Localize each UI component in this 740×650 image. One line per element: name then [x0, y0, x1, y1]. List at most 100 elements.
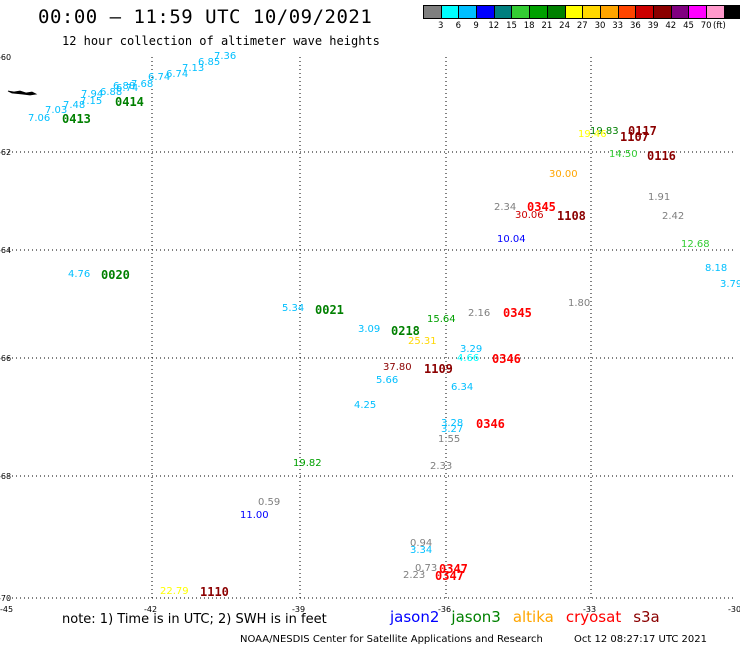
swh-value-label: 5.34: [282, 303, 304, 314]
swh-value-label: 3.28: [441, 418, 463, 429]
swh-value-label: 12.68: [681, 239, 710, 250]
legend-tick-label: 27: [576, 21, 588, 31]
swh-value-label: 4.25: [354, 400, 376, 411]
legend-tick-label: 39: [647, 21, 659, 31]
swh-value-label: 30.00: [549, 169, 578, 180]
swh-value-label: 6.74: [166, 69, 188, 80]
swh-value-label: 14.50: [609, 149, 638, 160]
lon-axis-label: -42: [144, 605, 157, 614]
swh-value-label: 19.83: [590, 126, 619, 137]
legend-tick-label: 42: [665, 21, 677, 31]
footer: NOAA/NESDIS Center for Satellite Applica…: [240, 634, 707, 645]
pass-time-label: 0020: [101, 268, 130, 282]
legend-tick-label: 33: [612, 21, 624, 31]
swh-value-label: 2.16: [468, 308, 490, 319]
swh-value-label: 6.74: [116, 83, 138, 94]
legend-swatch: [723, 5, 740, 19]
pass-time-label: 0116: [647, 149, 676, 163]
legend-swatch: [582, 5, 600, 19]
coastline-fragment: [7, 90, 38, 96]
legend-swatch: [440, 5, 459, 19]
lat-axis-label: -70: [0, 594, 11, 603]
lat-axis-label: -62: [0, 148, 11, 157]
legend-swatch: [476, 5, 494, 19]
swh-value-label: 2.33: [430, 461, 452, 472]
legend-swatch: [706, 5, 724, 19]
legend-swatch: [458, 5, 477, 19]
legend-swatch: [635, 5, 653, 19]
swh-value-label: 6.34: [451, 382, 473, 393]
pass-time-label: 1107: [620, 130, 649, 144]
pass-time-label: 0117: [628, 124, 657, 138]
swh-value-label: 1.91: [648, 192, 670, 203]
swh-value-label: 0.94: [410, 538, 432, 549]
swh-value-label: 15.64: [427, 314, 456, 325]
legend-tick-label: 15: [506, 21, 517, 31]
swh-value-label: 7.36: [214, 51, 236, 62]
lon-axis-label: -30: [728, 605, 740, 614]
legend-swatch: [493, 5, 512, 19]
units-note: note: 1) Time is in UTC; 2) SWH is in fe…: [62, 612, 327, 627]
legend-swatch: [529, 5, 547, 19]
lon-axis-label: -45: [0, 605, 13, 614]
satellite-s3a: s3a: [633, 608, 660, 626]
swh-value-label: 7.48: [63, 100, 85, 111]
lat-axis-label: -66: [0, 354, 11, 363]
pass-time-label: 0413: [62, 112, 91, 126]
legend-unit: (ft): [713, 21, 726, 31]
swh-value-label: 11.00: [240, 510, 269, 521]
color-legend: (ft) 3 6 9 12 15 18 21 24 27 30 33 36 39 42 45 70: [423, 5, 740, 31]
pass-time-label: 0346: [476, 417, 505, 431]
pass-time-label: 0345: [503, 306, 532, 320]
legend-tick-label: 45: [683, 21, 694, 31]
legend-swatch: [546, 5, 565, 19]
swh-value-label: 25.31: [408, 336, 437, 347]
swh-value-label: 0.59: [258, 497, 280, 508]
swh-value-label: 6.88: [113, 81, 135, 92]
lon-axis-label: -36: [438, 605, 451, 614]
satellite-jason2: jason2: [390, 608, 440, 626]
swh-value-label: 30.06: [515, 210, 544, 221]
swh-value-label: 3.09: [358, 324, 380, 335]
page-subtitle: 12 hour collection of altimeter wave hei…: [62, 34, 380, 48]
swh-value-label: 7.94: [81, 89, 103, 100]
legend-tick-label: 18: [523, 21, 535, 31]
pass-time-label: 0347: [439, 562, 468, 576]
swh-value-label: 0.73: [415, 563, 437, 574]
legend-tick-label: 3: [437, 21, 444, 31]
legend-tick-label: 6: [455, 21, 462, 31]
legend-swatch: [564, 5, 583, 19]
legend-swatches: [423, 5, 740, 19]
credit-text: NOAA/NESDIS Center for Satellite Applica…: [240, 634, 543, 645]
pass-time-label: 0345: [527, 200, 556, 214]
legend-tick-label: 30: [594, 21, 606, 31]
swh-value-label: 4.76: [68, 269, 90, 280]
legend-tick-label: 9: [473, 21, 479, 31]
generated-timestamp: Oct 12 08:27:17 UTC 2021: [574, 634, 707, 645]
swh-value-label: 2.23: [403, 570, 425, 581]
lon-axis-label: -39: [292, 605, 305, 614]
swh-value-label: 7.06: [28, 113, 50, 124]
swh-value-label: 3.27: [441, 424, 463, 435]
swh-value-label: 4.66: [457, 353, 479, 364]
swh-value-label: 1.55: [438, 434, 460, 445]
swh-value-label: 6.74: [148, 72, 170, 83]
pass-time-label: 0414: [115, 95, 144, 109]
swh-value-label: 2.42: [662, 211, 684, 222]
swh-value-label: 6.85: [198, 57, 220, 68]
satellite-altika: altika: [512, 608, 554, 626]
page-title: 00:00 – 11:59 UTC 10/09/2021: [38, 6, 373, 28]
legend-swatch: [670, 5, 689, 19]
legend-tick-label: 21: [541, 21, 553, 31]
swh-value-label: 7.03: [45, 105, 67, 116]
satellite-legend: jason2 jason3 altika cryosat s3a: [390, 608, 672, 626]
lat-axis-label: -64: [0, 246, 11, 255]
swh-value-label: 19.82: [293, 458, 322, 469]
lon-axis-label: -33: [583, 605, 596, 614]
swh-value-label: 3.34: [410, 545, 432, 556]
legend-swatch: [599, 5, 618, 19]
lat-axis-label: -60: [0, 53, 11, 62]
lat-axis-label: -68: [0, 472, 11, 481]
pass-time-label: 1108: [557, 209, 586, 223]
